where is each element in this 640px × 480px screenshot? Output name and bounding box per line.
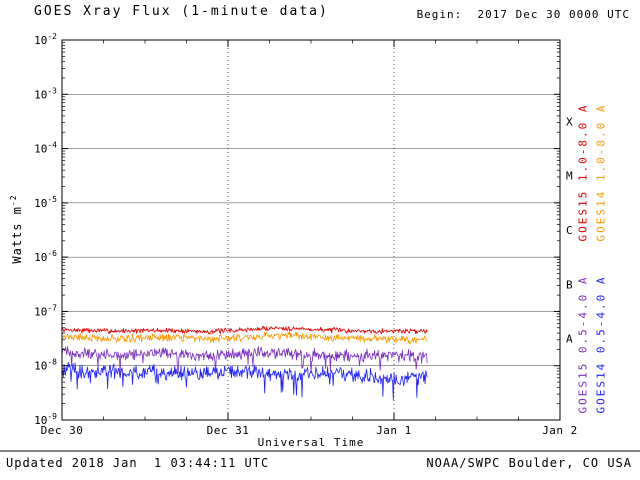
y-tick-label: 10-2 (34, 32, 57, 47)
tick-marks (61, 39, 561, 421)
y-tick-label: 10-3 (34, 86, 57, 101)
flare-class-M: M (566, 170, 573, 183)
x-axis-label: Universal Time (257, 436, 365, 449)
series-label-4: GOES14 0.5-4.0 A (594, 275, 608, 414)
series-traces (61, 325, 428, 401)
series-goes15-long (61, 325, 428, 335)
flare-class-B: B (566, 278, 573, 291)
series-label-3: GOES15 0.5-4.0 A (576, 275, 590, 414)
series-label-1: GOES15 1.0-8.0 A (576, 103, 590, 242)
gridlines (62, 40, 560, 420)
series-goes14-long (61, 330, 428, 345)
y-axis-label: Watts m-2 (7, 169, 24, 289)
series-goes15-short (61, 346, 428, 377)
x-tick-label: Dec 31 (207, 424, 250, 437)
x-tick-label: Dec 30 (41, 424, 84, 437)
y-tick-label: 10-8 (34, 358, 57, 373)
flare-class-A: A (566, 333, 573, 346)
y-tick-label: 10-6 (34, 249, 57, 264)
y-axis-label-exponent: -2 (9, 194, 18, 207)
y-tick-label: 10-5 (34, 195, 57, 210)
chart-title: GOES Xray Flux (1-minute data) (34, 4, 329, 19)
y-tick-label: 10-7 (34, 303, 57, 318)
data-source: NOAA/SWPC Boulder, CO USA (426, 456, 632, 470)
series-label-2: GOES14 1.0-8.0 A (594, 103, 608, 242)
x-tick-label: Jan 2 (542, 424, 578, 437)
y-tick-label: 10-4 (34, 141, 57, 156)
updated-timestamp: Updated 2018 Jan 1 03:44:11 UTC (6, 456, 270, 470)
begin-timestamp: Begin: 2017 Dec 30 0000 UTC (416, 8, 630, 21)
axes (0, 39, 640, 452)
flare-class-C: C (566, 224, 573, 237)
series-goes14-short (61, 361, 428, 401)
x-tick-label: Jan 1 (376, 424, 412, 437)
flare-class-X: X (566, 115, 573, 128)
y-axis-label-text: Watts m (10, 206, 24, 264)
